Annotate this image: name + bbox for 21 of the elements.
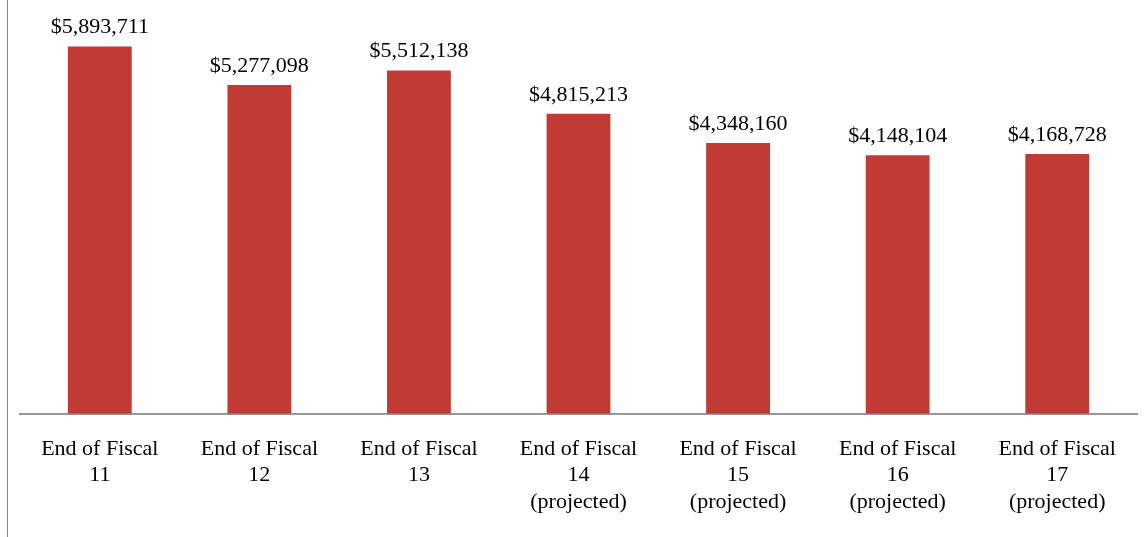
x-tick-label: End of Fiscal 16 (projected) — [838, 434, 957, 513]
data-label: $4,815,213 — [529, 80, 628, 106]
bar — [227, 85, 292, 414]
x-tick-label: End of Fiscal 14 (projected) — [519, 434, 638, 513]
data-label: $5,277,098 — [209, 51, 309, 77]
data-label: $5,893,711 — [50, 13, 149, 39]
x-tick-label: End of Fiscal 15 (projected) — [679, 434, 797, 513]
bar — [67, 46, 132, 414]
bar — [1025, 154, 1090, 414]
x-tick-label: End of Fiscal 13 — [360, 434, 478, 487]
bar — [706, 142, 770, 414]
data-label: $4,348,160 — [688, 109, 788, 135]
bar — [546, 113, 611, 414]
x-tick-label: End of Fiscal 11 — [41, 434, 159, 487]
data-label: $4,148,104 — [848, 122, 948, 148]
data-label: $4,168,728 — [1007, 120, 1107, 146]
x-tick-label: End of Fiscal 12 — [200, 434, 319, 487]
bar — [387, 70, 451, 414]
bar — [865, 155, 930, 414]
x-tick-label: End of Fiscal 17 (projected) — [998, 434, 1116, 513]
data-label: $5,512,138 — [369, 37, 469, 63]
